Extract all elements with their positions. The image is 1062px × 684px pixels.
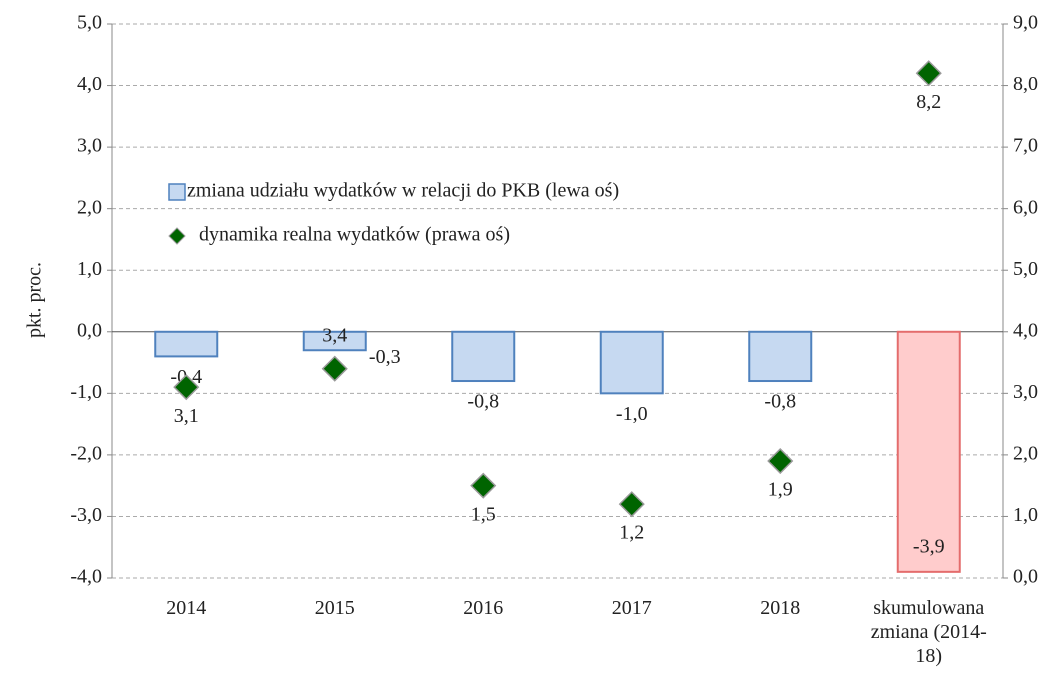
y-tick-label: 3,0 bbox=[77, 135, 102, 157]
y-axis-label: pkt. proc. bbox=[24, 262, 46, 338]
marker bbox=[618, 491, 645, 518]
y2-tick-label: 4,0 bbox=[1013, 319, 1038, 341]
legend-label: zmiana udziału wydatków w relacji do PKB… bbox=[187, 180, 619, 202]
marker-label: 1,2 bbox=[619, 522, 644, 544]
legend-label: dynamika realna wydatków (prawa oś) bbox=[199, 224, 510, 246]
y-tick-label: 2,0 bbox=[77, 196, 102, 218]
y2-tick-label: 6,0 bbox=[1013, 196, 1038, 218]
bar bbox=[302, 330, 367, 352]
bar bbox=[154, 330, 219, 358]
marker-label: 3,1 bbox=[174, 405, 199, 427]
y-tick-label: -2,0 bbox=[70, 442, 102, 464]
y2-tick-label: 5,0 bbox=[1013, 258, 1038, 280]
bar bbox=[748, 330, 813, 383]
x-tick-label: skumulowana zmiana (2014-18) bbox=[870, 597, 987, 667]
bar-label: -0,3 bbox=[369, 346, 401, 368]
y-tick-label: 4,0 bbox=[77, 73, 102, 95]
x-tick-label: 2018 bbox=[760, 597, 801, 619]
marker bbox=[470, 472, 497, 499]
bar bbox=[599, 330, 664, 395]
x-tick-label: 2014 bbox=[166, 597, 207, 619]
bar bbox=[896, 330, 961, 573]
y2-tick-label: 2,0 bbox=[1013, 442, 1038, 464]
marker bbox=[173, 374, 200, 401]
bar bbox=[451, 330, 516, 383]
marker-label: 8,2 bbox=[916, 91, 941, 113]
marker bbox=[767, 447, 794, 475]
marker-label: 3,4 bbox=[322, 324, 347, 346]
marker-label: 1,9 bbox=[768, 479, 793, 501]
x-tick-label: 2016 bbox=[463, 597, 504, 619]
y-tick-label: 5,0 bbox=[77, 12, 102, 34]
y-tick-label: -4,0 bbox=[70, 566, 102, 588]
legend-swatch bbox=[168, 183, 186, 201]
bar-label: -1,0 bbox=[616, 403, 648, 425]
y2-tick-label: 8,0 bbox=[1013, 73, 1038, 95]
y2-tick-label: 3,0 bbox=[1013, 381, 1038, 403]
y2-tick-label: 7,0 bbox=[1013, 135, 1038, 157]
bar-label: -3,9 bbox=[913, 535, 945, 557]
marker bbox=[915, 60, 942, 87]
y-tick-label: 0,0 bbox=[77, 319, 102, 341]
x-tick-label: 2017 bbox=[611, 597, 652, 619]
y2-tick-label: 1,0 bbox=[1013, 504, 1038, 526]
y2-tick-label: 9,0 bbox=[1013, 12, 1038, 34]
bar-label: -0,8 bbox=[467, 391, 499, 413]
y2-tick-label: 0,0 bbox=[1013, 566, 1038, 588]
x-tick-label: 2015 bbox=[314, 597, 355, 619]
y-tick-label: 1,0 bbox=[77, 258, 102, 280]
legend-swatch bbox=[168, 227, 186, 245]
y-tick-label: -1,0 bbox=[70, 381, 102, 403]
bar-label: -0,8 bbox=[764, 391, 796, 413]
marker bbox=[321, 355, 348, 382]
y-tick-label: -3,0 bbox=[70, 504, 102, 526]
marker-label: 1,5 bbox=[471, 503, 496, 525]
